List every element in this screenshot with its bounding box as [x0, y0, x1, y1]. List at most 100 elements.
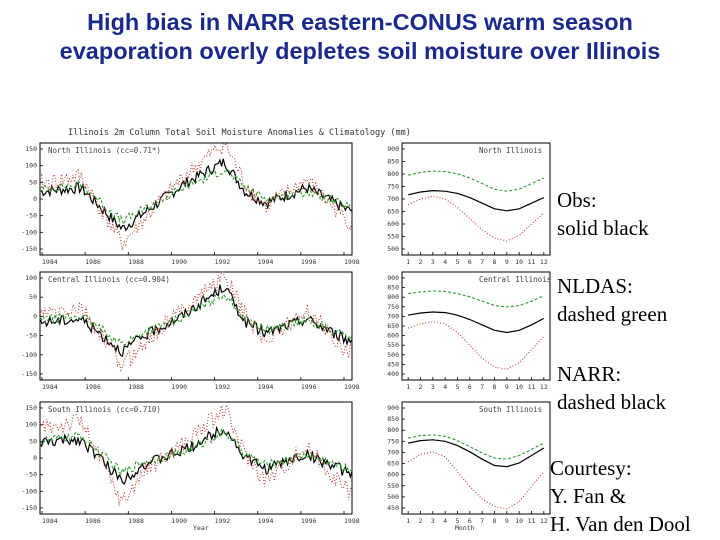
y-tick-label: 700: [387, 195, 399, 203]
y-tick-label: 50: [29, 437, 37, 445]
x-tick-label: 1984: [42, 517, 58, 525]
y-tick-label: 650: [387, 322, 399, 330]
series-line-dashed-green: [39, 169, 353, 226]
series-line-solid-black: [39, 158, 353, 232]
x-tick-label: 9: [505, 517, 509, 525]
x-tick-label: 4: [443, 383, 447, 391]
x-tick-label: 10: [515, 517, 523, 525]
y-tick-label: -50: [25, 212, 37, 220]
x-tick-label: 1996: [301, 258, 317, 266]
x-tick-label: 1990: [171, 383, 187, 391]
x-tick-label: 1: [406, 517, 410, 525]
x-tick-label: 11: [528, 383, 536, 391]
x-tick-label: 6: [468, 517, 472, 525]
x-tick-label: 5: [456, 258, 460, 266]
y-tick-label: -100: [21, 487, 37, 495]
panel-frame: [401, 142, 551, 256]
x-tick-label: 1998: [344, 517, 360, 525]
narr-label: NARR:: [557, 362, 622, 386]
y-tick-label: 750: [387, 183, 399, 191]
y-tick-label: 450: [387, 360, 399, 368]
slide-title-line-1: High bias in NARR eastern-CONUS warm sea…: [87, 9, 633, 35]
series-line-dashed-green: [408, 290, 545, 308]
x-tick-label: 9: [505, 258, 509, 266]
series-line-dotted-red: [39, 271, 353, 372]
y-tick-label: 450: [387, 504, 399, 512]
x-tick-label: 10: [515, 258, 523, 266]
x-tick-label: 1992: [215, 517, 231, 525]
y-tick-label: 500: [387, 351, 399, 359]
x-tick-label: 1988: [128, 383, 144, 391]
x-tick-label: 9: [505, 383, 509, 391]
panel-title: North Illinois: [479, 146, 542, 155]
series-line-dashed-green: [39, 293, 353, 346]
obs-legend-note: Obs: solid black: [557, 186, 649, 242]
panel-frame: [39, 271, 353, 381]
x-tick-label: 1988: [128, 258, 144, 266]
y-tick-label: -150: [21, 504, 37, 512]
y-tick-label: 900: [387, 404, 399, 412]
y-tick-label: 700: [387, 448, 399, 456]
panel-frame: [39, 142, 353, 256]
nldas-legend-note: NLDAS: dashed green: [557, 272, 667, 328]
x-tick-label: 12: [540, 258, 548, 266]
x-tick-label: 3: [431, 517, 435, 525]
figure-title: Illinois 2m Column Total Soil Moisture A…: [68, 128, 411, 138]
x-tick-label: 1998: [344, 383, 360, 391]
x-tick-label: 1: [406, 258, 410, 266]
y-tick-label: 800: [387, 293, 399, 301]
y-tick-label: 800: [387, 170, 399, 178]
series-line-solid-black: [408, 189, 545, 212]
y-tick-label: 850: [387, 284, 399, 292]
x-tick-label: 7: [480, 383, 484, 391]
x-tick-label: 1996: [301, 517, 317, 525]
y-tick-label: 150: [25, 404, 37, 412]
y-tick-label: 550: [387, 482, 399, 490]
series-line-dotted-red: [39, 141, 353, 251]
x-tick-label: 11: [528, 517, 536, 525]
x-axis-label-month: Month: [455, 524, 475, 532]
series-line-dotted-red: [407, 195, 545, 242]
y-tick-label: 0: [33, 454, 37, 462]
narr-legend-note: NARR: dashed black: [557, 360, 666, 416]
x-tick-label: 1986: [85, 517, 101, 525]
panel-frame: [401, 401, 551, 515]
x-tick-label: 8: [493, 258, 497, 266]
panel-title: South Illinois: [479, 405, 542, 414]
y-tick-label: 850: [387, 158, 399, 166]
x-tick-label: 8: [493, 383, 497, 391]
y-tick-label: 500: [387, 493, 399, 501]
y-tick-label: 850: [387, 415, 399, 423]
series-line-solid-black: [408, 311, 545, 334]
y-tick-label: 600: [387, 332, 399, 340]
slide-title-line-2: evaporation overly depletes soil moistur…: [59, 38, 661, 64]
x-tick-label: 2: [419, 517, 423, 525]
y-tick-label: -150: [21, 245, 37, 253]
x-tick-label: 1994: [258, 258, 274, 266]
y-tick-label: -50: [25, 471, 37, 479]
y-tick-label: -100: [21, 228, 37, 236]
series-line-dashed-green: [408, 434, 545, 460]
x-tick-label: 2: [419, 383, 423, 391]
x-tick-label: 1986: [85, 383, 101, 391]
x-tick-label: 1992: [215, 258, 231, 266]
x-tick-label: 1990: [171, 517, 187, 525]
x-tick-label: 4: [443, 517, 447, 525]
x-tick-label: 1992: [215, 383, 231, 391]
series-line-solid-black: [408, 439, 545, 468]
slide-title: High bias in NARR eastern-CONUS warm sea…: [0, 8, 720, 66]
y-tick-label: 0: [33, 312, 37, 320]
narr-style: dashed black: [557, 390, 667, 414]
x-tick-label: 6: [468, 383, 472, 391]
courtesy-label: Courtesy:: [550, 456, 632, 480]
panel-title: North Illinois (cc=0.71*): [48, 146, 161, 155]
y-tick-label: 50: [29, 178, 37, 186]
y-tick-label: 700: [387, 312, 399, 320]
x-tick-label: 12: [540, 383, 548, 391]
x-tick-label: 1984: [42, 258, 58, 266]
x-tick-label: 5: [456, 383, 460, 391]
series-line-solid-black: [39, 284, 353, 357]
y-tick-label: 750: [387, 303, 399, 311]
x-tick-label: 1988: [128, 517, 144, 525]
y-tick-label: -100: [21, 351, 37, 359]
